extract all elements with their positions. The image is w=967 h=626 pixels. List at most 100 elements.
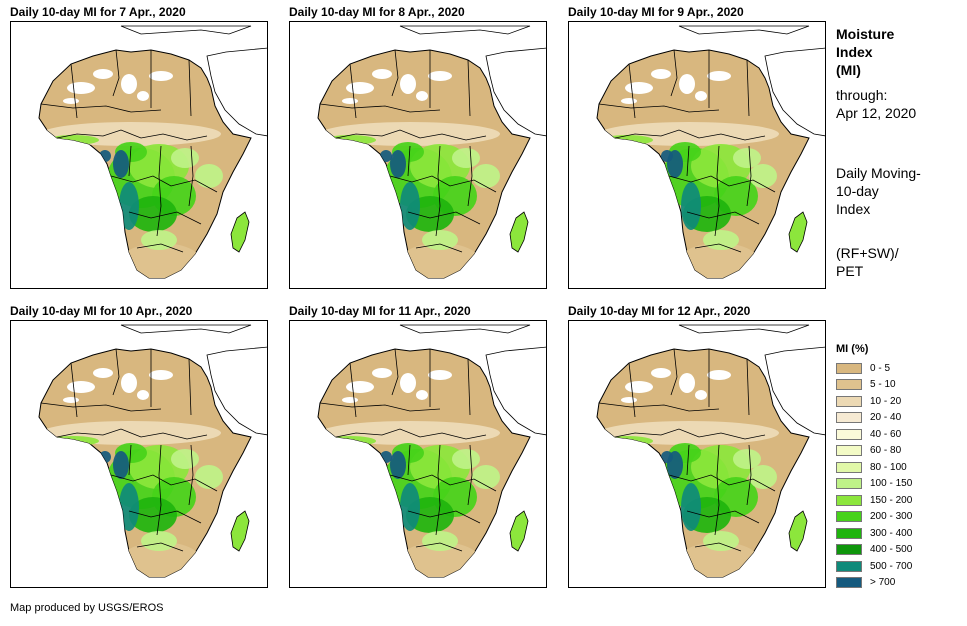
country-border xyxy=(614,129,766,141)
country-border xyxy=(746,444,752,506)
country-border xyxy=(668,175,776,193)
map-panel-6 xyxy=(568,320,826,588)
europe-outline xyxy=(678,25,810,35)
legend-item: 60 - 80 xyxy=(836,445,901,457)
country-border xyxy=(110,175,218,193)
wet-zone xyxy=(129,497,177,533)
country-border xyxy=(188,358,192,416)
wet-zone xyxy=(733,148,761,168)
country-border xyxy=(714,145,720,237)
middle-east-outline xyxy=(206,47,267,137)
formula-line-1: (RF+SW)/ xyxy=(836,245,899,261)
country-border xyxy=(407,510,481,524)
map-panel-1 xyxy=(10,21,268,289)
dry-patch xyxy=(149,71,173,81)
country-border xyxy=(128,145,132,177)
country-border xyxy=(40,402,162,412)
wet-zone xyxy=(390,451,406,479)
legend-item: 100 - 150 xyxy=(836,478,912,490)
country-border xyxy=(746,145,752,207)
middle-east-outline xyxy=(206,346,267,436)
dry-patch xyxy=(625,82,653,94)
dry-patch xyxy=(346,381,374,393)
wet-zone xyxy=(452,449,480,469)
legend-label: 60 - 80 xyxy=(870,445,902,456)
south-dry-zone xyxy=(400,542,480,577)
country-border xyxy=(467,145,473,207)
wet-zone xyxy=(749,164,777,188)
dry-patch xyxy=(416,91,428,101)
panel-title-4: Daily 10-day MI for 10 Apr., 2020 xyxy=(10,304,193,318)
wet-zone xyxy=(324,436,376,446)
dry-patch xyxy=(400,74,416,94)
country-border xyxy=(415,542,463,552)
country-border xyxy=(628,362,636,418)
dry-patch xyxy=(121,373,137,393)
country-border xyxy=(467,444,473,506)
africa-map xyxy=(317,25,546,279)
index-title-line-2: Index xyxy=(836,44,873,60)
moisture-fill xyxy=(598,349,801,577)
country-border xyxy=(598,402,720,412)
map-panel-2 xyxy=(289,21,547,289)
country-border xyxy=(188,444,194,506)
wet-zone xyxy=(681,483,701,531)
madagascar xyxy=(509,211,529,253)
legend-item: 10 - 20 xyxy=(836,395,901,407)
country-border xyxy=(614,428,766,440)
country-border xyxy=(391,349,399,396)
country-border xyxy=(668,474,776,492)
wet-zone xyxy=(703,230,739,250)
country-border xyxy=(746,358,750,416)
legend-swatch xyxy=(836,395,862,407)
country-border xyxy=(110,474,218,492)
dry-patch xyxy=(428,370,452,380)
south-dry-zone xyxy=(679,542,759,577)
dry-patch xyxy=(346,82,374,94)
middle-east-outline xyxy=(485,47,546,137)
country-border xyxy=(112,349,120,396)
country-border xyxy=(56,129,208,141)
wet-zone xyxy=(99,150,111,162)
legend-swatch xyxy=(836,577,862,588)
legend-title: MI (%) xyxy=(836,343,869,355)
country-border xyxy=(415,243,463,253)
dry-patch xyxy=(121,74,137,94)
country-border xyxy=(435,145,441,237)
legend-label: > 700 xyxy=(870,577,896,588)
country-border xyxy=(686,510,760,524)
legend-label: 150 - 200 xyxy=(870,494,913,506)
map-panel-3 xyxy=(568,21,826,289)
country-border xyxy=(349,63,357,119)
dry-patch xyxy=(707,370,731,380)
legend-swatch xyxy=(836,362,862,374)
country-border xyxy=(746,59,750,117)
dry-patch xyxy=(93,368,113,378)
wet-zone xyxy=(141,230,177,250)
dry-patch xyxy=(621,397,637,403)
country-border xyxy=(128,211,202,225)
country-border xyxy=(628,63,636,119)
moisture-fill xyxy=(319,50,524,278)
country-border xyxy=(319,402,441,412)
legend-swatch xyxy=(836,478,862,489)
legend-swatch xyxy=(836,445,862,456)
country-border xyxy=(686,444,690,476)
dry-patch xyxy=(707,71,731,81)
legend-swatch xyxy=(836,560,862,572)
country-border xyxy=(714,444,720,536)
dry-patch xyxy=(342,397,358,403)
footer-credit: Map produced by USGS/EROS xyxy=(10,602,164,614)
wet-zone xyxy=(472,465,500,489)
country-border xyxy=(319,103,441,113)
legend-swatch xyxy=(836,494,862,506)
dry-patch xyxy=(400,373,416,393)
south-dry-zone xyxy=(121,542,201,577)
dry-patch xyxy=(372,69,392,79)
country-border xyxy=(694,542,742,552)
legend-label: 300 - 400 xyxy=(870,527,913,539)
wet-zone xyxy=(661,451,673,463)
country-border xyxy=(188,145,194,207)
legend-swatch xyxy=(836,379,862,390)
middle-east-outline xyxy=(485,346,546,436)
